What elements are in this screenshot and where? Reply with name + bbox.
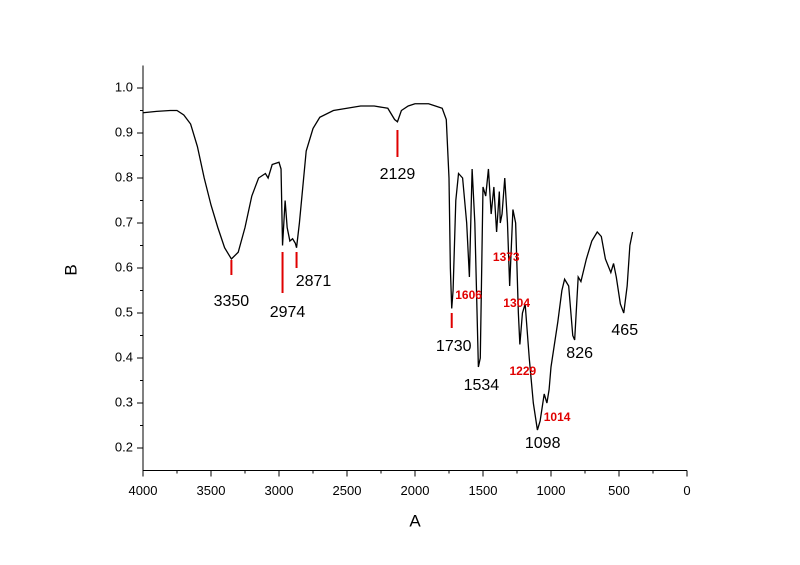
- y-tick-label: 0.8: [115, 169, 133, 184]
- peak-label: 465: [611, 322, 638, 339]
- y-tick-label: 0.6: [115, 259, 133, 274]
- spectrum-line: [142, 103, 634, 431]
- peak-label: 1730: [436, 338, 472, 355]
- y-tick-label: 0.7: [115, 214, 133, 229]
- peak-label: 3350: [214, 293, 250, 310]
- y-tick-label: 0.9: [115, 124, 133, 139]
- x-tick-label: 3000: [265, 483, 294, 498]
- peak-label: 1373: [493, 250, 520, 264]
- y-tick-label: 0.2: [115, 439, 133, 454]
- y-axis-title: B: [61, 264, 80, 275]
- peak-label: 1304: [503, 296, 530, 310]
- peak-label: 2871: [296, 273, 332, 290]
- peak-label: 1098: [525, 435, 561, 452]
- y-tick-label: 0.5: [115, 304, 133, 319]
- x-tick-label: 1500: [469, 483, 498, 498]
- peak-label: 1606: [455, 288, 482, 302]
- y-tick-label: 0.3: [115, 394, 133, 409]
- peak-label: 2974: [270, 304, 306, 321]
- x-tick-label: 4000: [129, 483, 158, 498]
- x-axis-title: A: [409, 511, 421, 530]
- y-tick-label: 1.0: [115, 79, 133, 94]
- x-tick-label: 1000: [537, 483, 566, 498]
- peak-label: 2129: [380, 166, 416, 183]
- y-tick-label: 0.4: [115, 349, 133, 364]
- x-tick-label: 0: [683, 483, 690, 498]
- x-tick-label: 2500: [333, 483, 362, 498]
- peak-label: 1229: [510, 364, 537, 378]
- x-tick-label: 3500: [197, 483, 226, 498]
- x-tick-label: 500: [608, 483, 630, 498]
- peak-label: 826: [566, 345, 593, 362]
- x-tick-label: 2000: [401, 483, 430, 498]
- peak-label: 1534: [464, 377, 500, 394]
- peak-label: 1014: [544, 410, 571, 424]
